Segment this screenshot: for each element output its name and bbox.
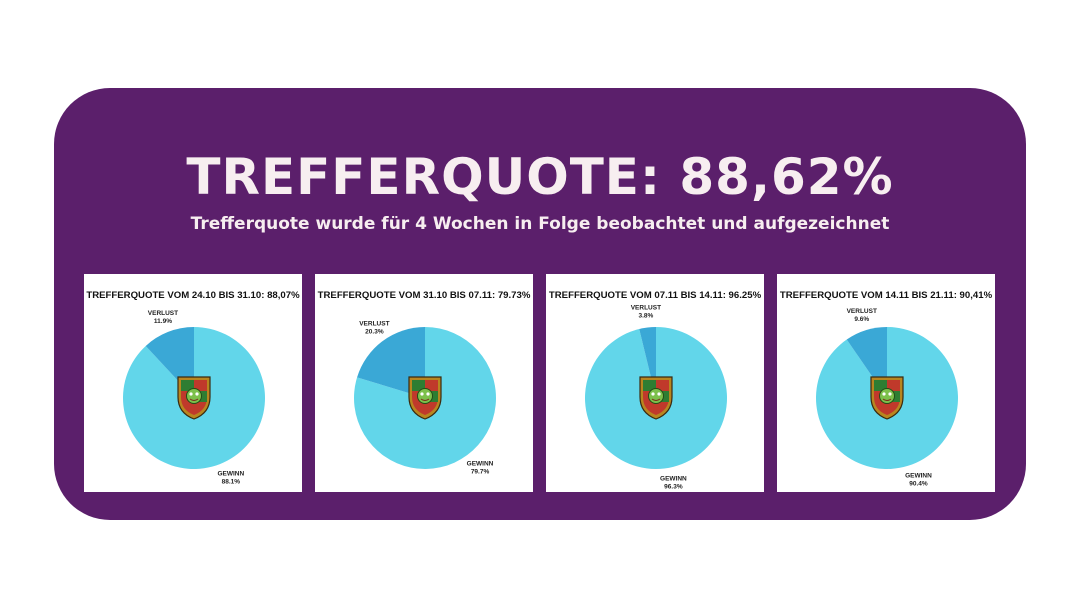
slice-label-verlust: VERLUST <box>847 308 877 315</box>
pie-title: TREFFERQUOTE VOM 31.10 BIS 07.11: 79.73% <box>317 290 531 301</box>
pie-card-3: TREFFERQUOTE VOM 07.11 BIS 14.11: 96.25%… <box>546 274 764 492</box>
slice-value-gewinn: 96.3% <box>664 483 683 490</box>
slice-value-verlust: 3.8% <box>638 313 653 320</box>
crest-logo-icon <box>639 376 673 420</box>
slice-value-verlust: 11.9% <box>154 318 172 325</box>
slice-value-gewinn: 79.7% <box>471 468 490 475</box>
slice-label-verlust: VERLUST <box>359 321 389 328</box>
pie-title: TREFFERQUOTE VOM 14.11 BIS 21.11: 90,41% <box>779 290 993 301</box>
slice-label-gewinn: GEWINN <box>217 471 244 478</box>
slice-label-gewinn: GEWINN <box>660 475 687 482</box>
slice-label-verlust: VERLUST <box>148 310 178 317</box>
pie-card-2: TREFFERQUOTE VOM 31.10 BIS 07.11: 79.73%… <box>315 274 533 492</box>
slice-value-gewinn: 88.1% <box>222 479 241 486</box>
slice-label-verlust: VERLUST <box>631 305 661 312</box>
slice-value-verlust: 9.6% <box>854 316 869 323</box>
slice-value-gewinn: 90.4% <box>909 480 928 487</box>
pie-slice-verlust <box>357 327 425 398</box>
banner: TREFFERQUOTE: 88,62% Trefferquote wurde … <box>54 88 1026 520</box>
subline: Trefferquote wurde für 4 Wochen in Folge… <box>190 214 890 234</box>
crest-logo-icon <box>870 376 904 420</box>
crest-logo-icon <box>177 376 211 420</box>
pie-title: TREFFERQUOTE VOM 07.11 BIS 14.11: 96.25% <box>548 290 762 301</box>
pie-card-4: TREFFERQUOTE VOM 14.11 BIS 21.11: 90,41%… <box>777 274 995 492</box>
crest-logo-icon <box>408 376 442 420</box>
slice-label-gewinn: GEWINN <box>905 472 932 479</box>
slice-label-gewinn: GEWINN <box>467 460 494 467</box>
pie-title: TREFFERQUOTE VOM 24.10 BIS 31.10: 88,07% <box>86 290 300 301</box>
slice-value-verlust: 20.3% <box>365 329 384 336</box>
headline: TREFFERQUOTE: 88,62% <box>186 148 894 206</box>
pie-card-1: TREFFERQUOTE VOM 24.10 BIS 31.10: 88,07%… <box>84 274 302 492</box>
